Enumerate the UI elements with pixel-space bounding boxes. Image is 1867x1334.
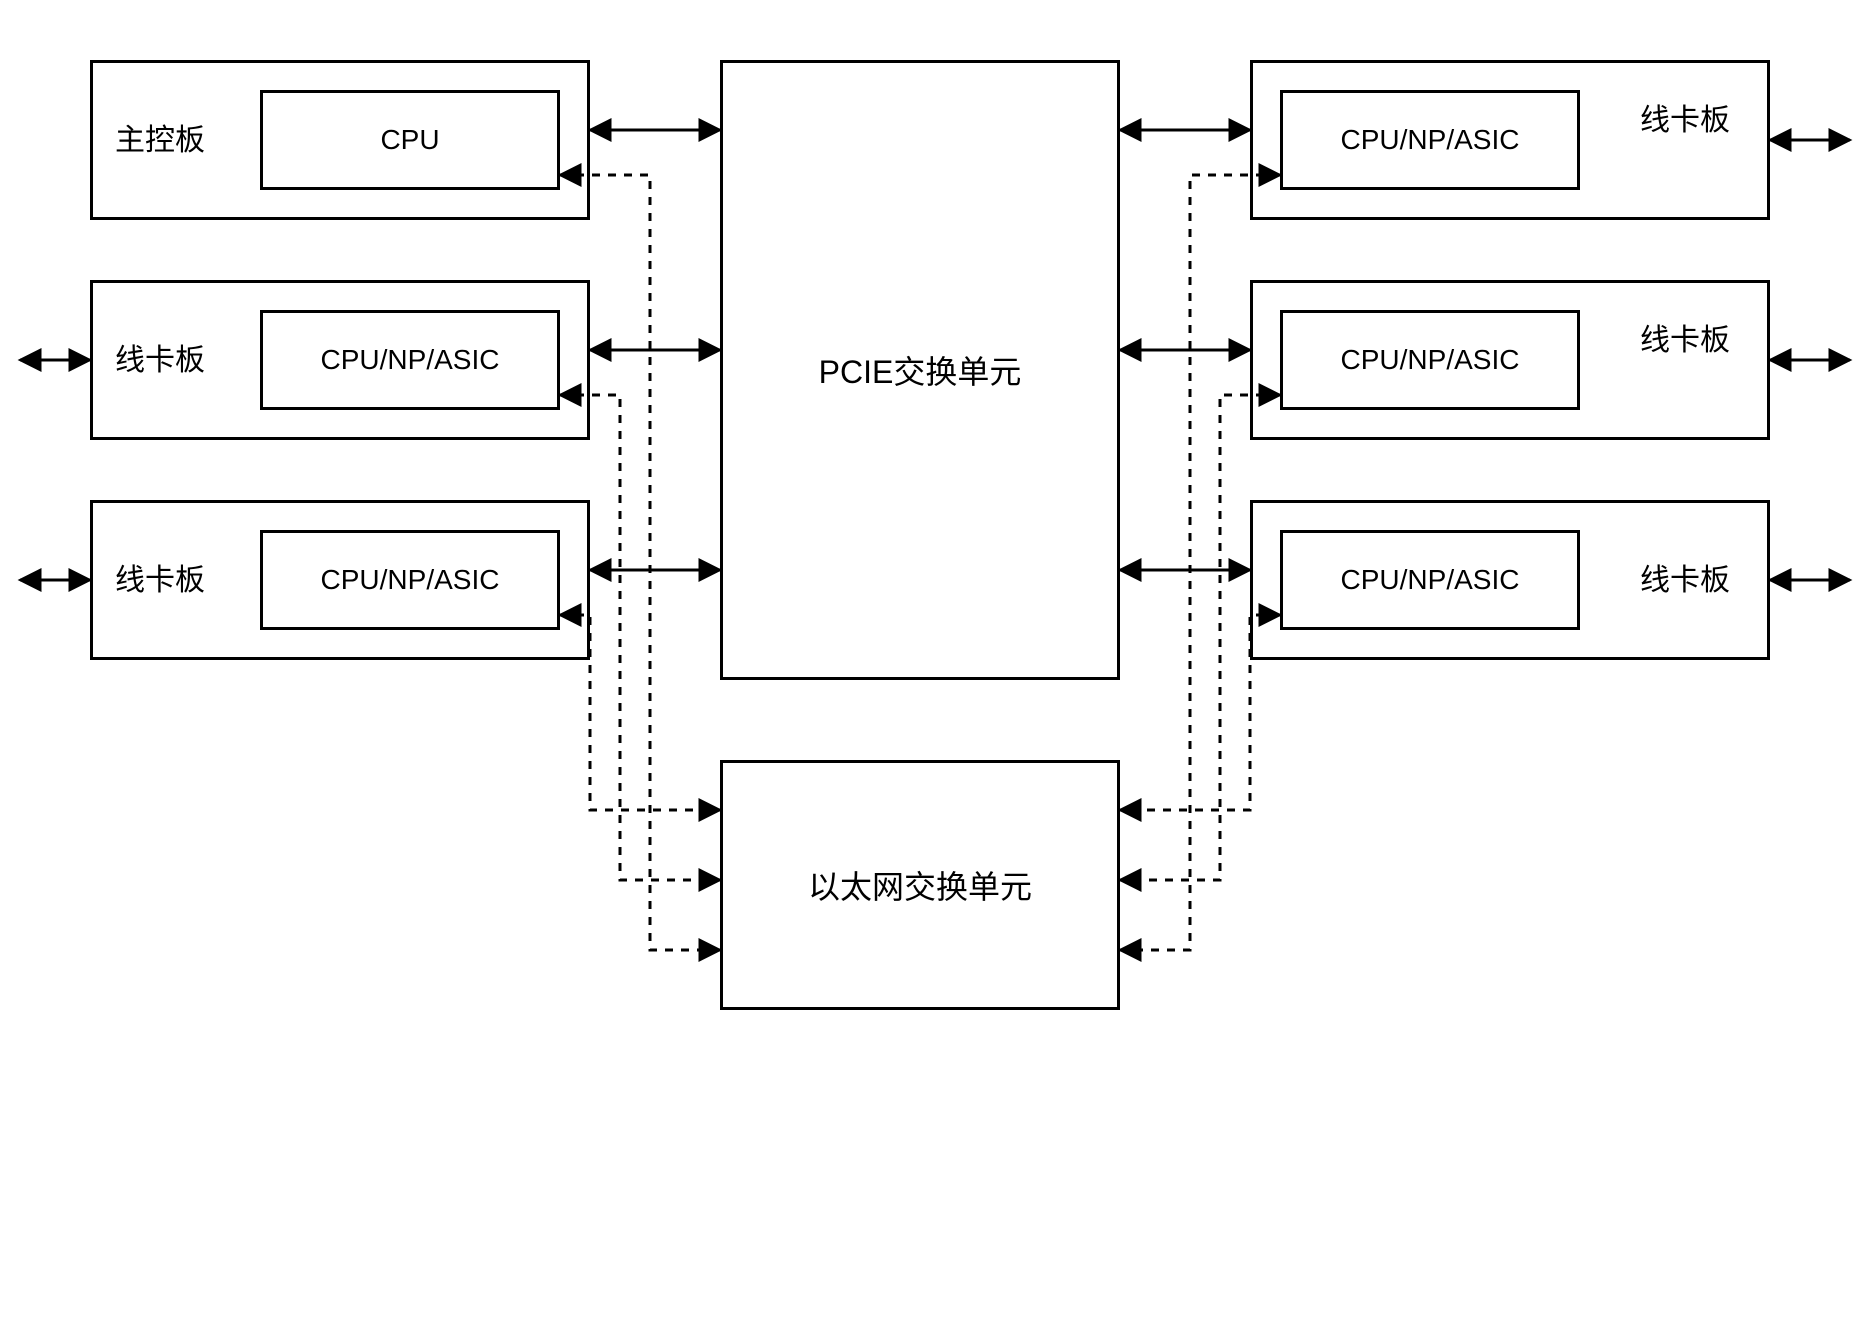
bottom-unit: 以太网交换单元 xyxy=(720,760,1120,1010)
bottom-unit-label: 以太网交换单元 xyxy=(808,862,1032,908)
right-card-1-label: 线卡板 xyxy=(1640,315,1730,359)
left-card-0-inner: CPU xyxy=(260,90,560,190)
left-card-2-inner-label: CPU/NP/ASIC xyxy=(321,564,500,596)
left-card-1-inner-label: CPU/NP/ASIC xyxy=(321,344,500,376)
center-unit-label: PCIE交换单元 xyxy=(819,347,1022,393)
center-unit: PCIE交换单元 xyxy=(720,60,1120,680)
left-card-2-label: 线卡板 xyxy=(115,555,205,599)
right-card-2-inner: CPU/NP/ASIC xyxy=(1280,530,1580,630)
right-card-0-label: 线卡板 xyxy=(1640,95,1730,139)
right-card-1-inner: CPU/NP/ASIC xyxy=(1280,310,1580,410)
left-card-1-inner: CPU/NP/ASIC xyxy=(260,310,560,410)
right-card-2-label: 线卡板 xyxy=(1640,555,1730,599)
left-card-2-inner: CPU/NP/ASIC xyxy=(260,530,560,630)
right-card-0-inner-label: CPU/NP/ASIC xyxy=(1341,124,1520,156)
right-card-0-inner: CPU/NP/ASIC xyxy=(1280,90,1580,190)
right-card-2-inner-label: CPU/NP/ASIC xyxy=(1341,564,1520,596)
left-card-0-label: 主控板 xyxy=(115,115,205,159)
right-card-1-inner-label: CPU/NP/ASIC xyxy=(1341,344,1520,376)
left-card-1-label: 线卡板 xyxy=(115,335,205,379)
left-card-0-inner-label: CPU xyxy=(380,124,439,156)
